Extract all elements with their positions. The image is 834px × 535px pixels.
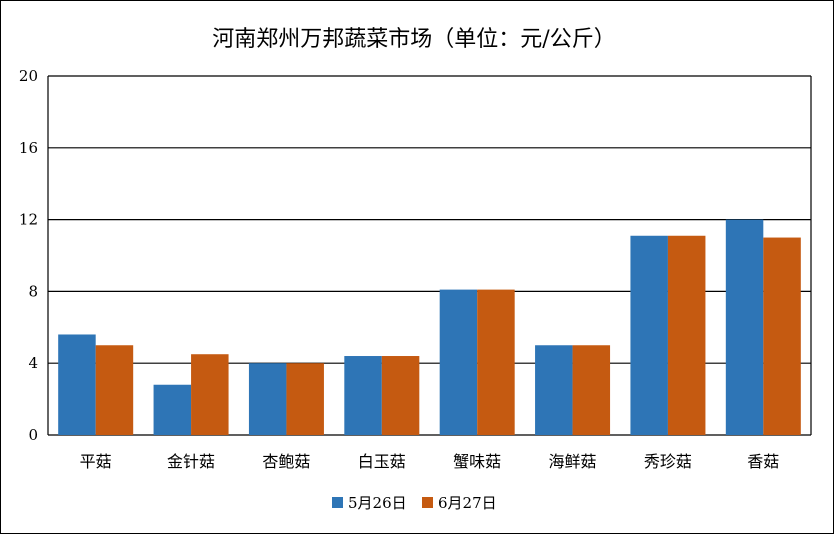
bar bbox=[439, 289, 478, 435]
x-category-label: 秀珍菇 bbox=[644, 452, 692, 471]
y-tick-label: 0 bbox=[28, 426, 38, 444]
x-category-label: 杏鲍菇 bbox=[262, 452, 310, 471]
bar bbox=[286, 363, 324, 435]
bar bbox=[535, 345, 573, 435]
x-category-label: 蟹味菇 bbox=[453, 452, 501, 471]
x-category-label: 金针菇 bbox=[167, 452, 215, 471]
bar bbox=[572, 345, 611, 435]
bars bbox=[58, 219, 801, 435]
bar bbox=[630, 235, 668, 435]
y-tick-label: 4 bbox=[28, 354, 38, 372]
bar bbox=[763, 237, 801, 435]
bar bbox=[191, 354, 229, 435]
y-tick-label: 16 bbox=[19, 139, 38, 157]
bar bbox=[95, 345, 134, 435]
y-tick-label: 12 bbox=[19, 211, 38, 229]
legend-label: 6月27日 bbox=[438, 494, 497, 512]
x-axis-categories: 平菇 金针菇 杏鲍菇 白玉菇 蟹味菇 海鲜菇 秀珍菇 香菇 bbox=[80, 452, 780, 471]
y-tick-label: 8 bbox=[28, 282, 38, 300]
x-category-label: 香菇 bbox=[747, 452, 779, 471]
legend-swatch bbox=[422, 497, 433, 508]
x-category-label: 白玉菇 bbox=[358, 452, 406, 471]
legend-label: 5月26日 bbox=[348, 494, 407, 512]
chart-title: 河南郑州万邦蔬菜市场（单位：元/公斤） bbox=[212, 27, 615, 52]
bar bbox=[667, 235, 706, 435]
bar bbox=[725, 219, 764, 435]
legend: 5月26日 6月27日 bbox=[332, 494, 497, 512]
legend-swatch bbox=[332, 497, 343, 508]
bar bbox=[248, 363, 287, 435]
bar bbox=[344, 356, 382, 435]
x-category-label: 平菇 bbox=[80, 452, 112, 471]
bar bbox=[153, 384, 192, 435]
bar bbox=[477, 289, 515, 435]
bar bbox=[58, 334, 96, 435]
y-tick-label: 20 bbox=[19, 67, 38, 85]
x-category-label: 海鲜菇 bbox=[549, 452, 597, 471]
bar bbox=[381, 356, 420, 435]
y-axis-ticks: 0 4 8 12 16 20 bbox=[19, 67, 38, 444]
